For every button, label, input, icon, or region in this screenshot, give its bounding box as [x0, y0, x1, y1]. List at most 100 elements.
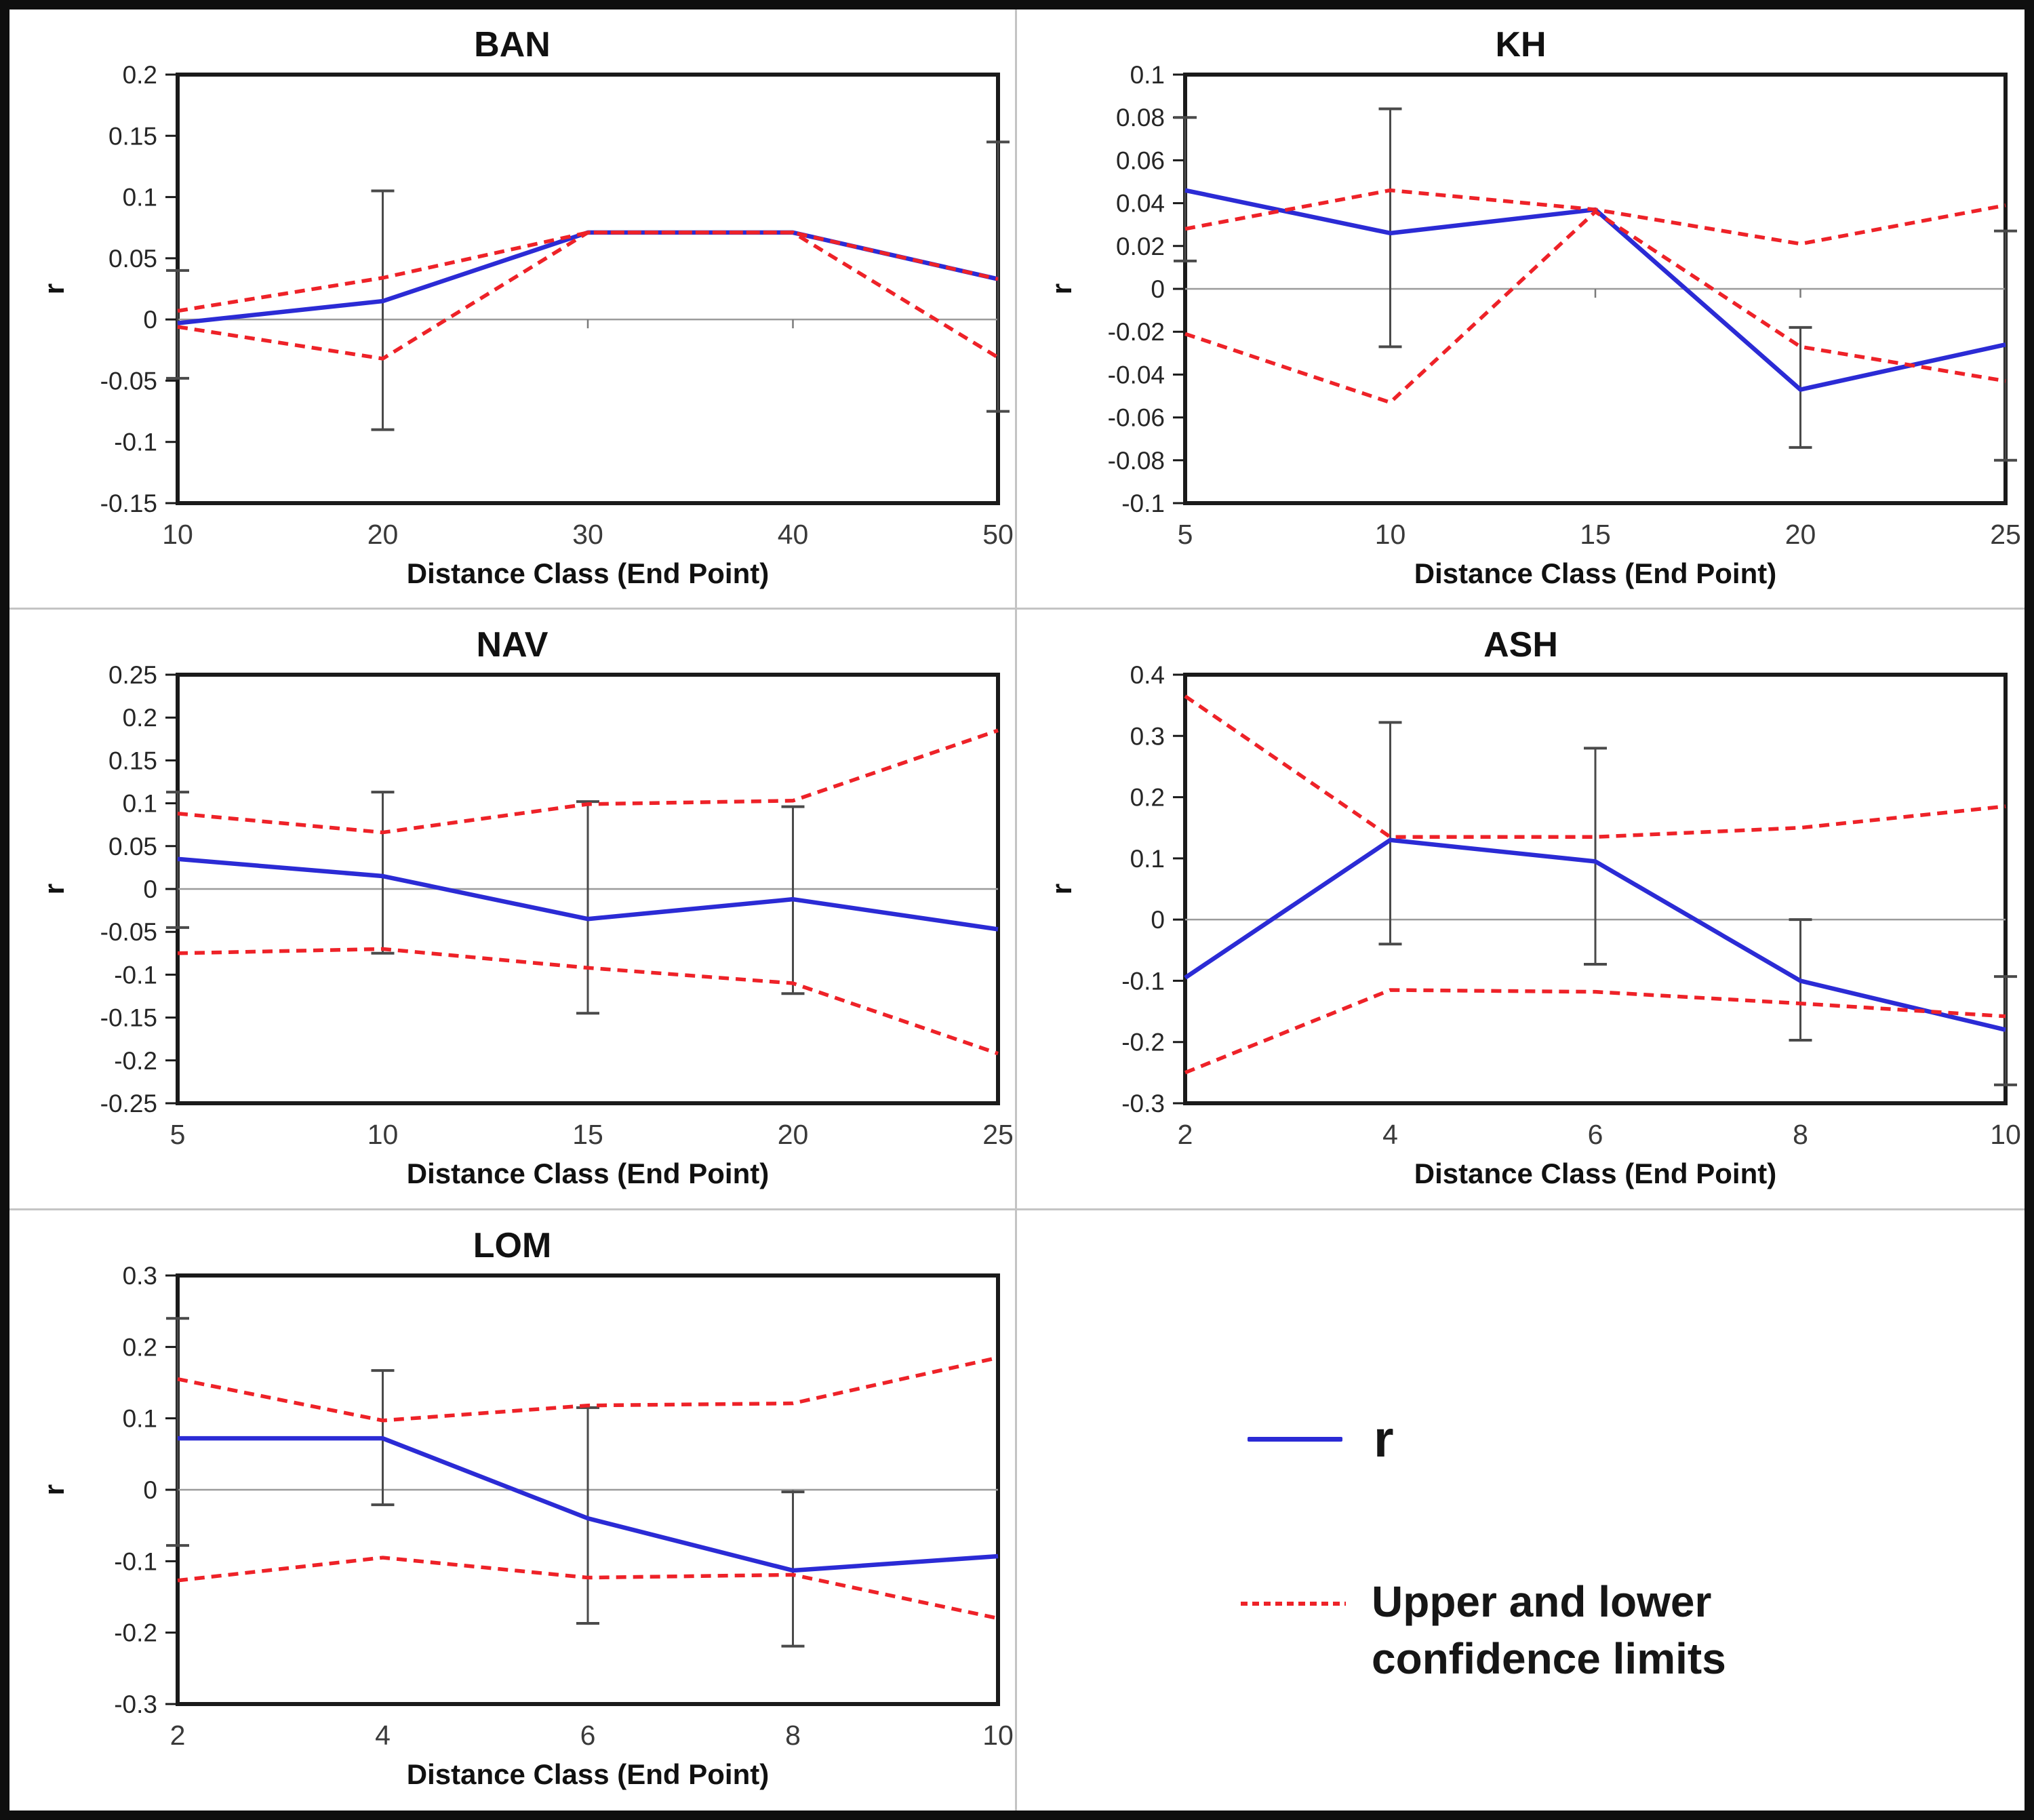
svg-text:0.06: 0.06 — [1116, 146, 1165, 174]
svg-text:6: 6 — [1588, 1119, 1603, 1150]
svg-text:20: 20 — [1785, 519, 1816, 550]
legend-entry-r: r — [1248, 1410, 1394, 1468]
svg-text:0: 0 — [143, 875, 157, 903]
svg-text:r: r — [38, 283, 70, 294]
svg-text:-0.08: -0.08 — [1108, 447, 1165, 475]
svg-text:0.1: 0.1 — [123, 790, 157, 818]
svg-text:4: 4 — [375, 1720, 391, 1751]
svg-text:-0.05: -0.05 — [100, 367, 157, 395]
chart-panel-kh: KH 0.1 0.08 0.06 0.04 0.02 0 -0.02 -0.04 -0.06 -0… — [1017, 9, 2025, 610]
svg-text:2: 2 — [1178, 1119, 1193, 1150]
chart-title-kh: KH — [1495, 25, 1547, 64]
svg-text:30: 30 — [572, 519, 603, 550]
svg-text:0.3: 0.3 — [123, 1262, 157, 1290]
svg-text:0: 0 — [1151, 275, 1165, 303]
svg-text:0.05: 0.05 — [108, 245, 157, 273]
legend-entry-confidence-limits: Upper and lower confidence limits — [1241, 1573, 1726, 1688]
chart-panel-ban: BAN 0.2 0.15 0.1 0.05 0 -0.05 -0.1 -0.15 10 20 30 4… — [9, 9, 1017, 610]
svg-text:-0.3: -0.3 — [114, 1690, 157, 1718]
svg-text:-0.02: -0.02 — [1108, 318, 1165, 346]
svg-text:Distance Class (End Point): Distance Class (End Point) — [407, 557, 769, 589]
svg-text:10: 10 — [982, 1720, 1014, 1751]
svg-text:-0.05: -0.05 — [100, 919, 157, 947]
svg-text:-0.06: -0.06 — [1108, 404, 1165, 432]
svg-text:25: 25 — [982, 1119, 1014, 1150]
chart-panel-lom: LOM 0.3 0.2 0.1 0 -0.1 -0.2 -0.3 2 4 6 8 10 Distance… — [9, 1210, 1017, 1811]
svg-text:10: 10 — [1990, 1119, 2021, 1150]
svg-text:-0.2: -0.2 — [1121, 1029, 1165, 1056]
legend-r-label: r — [1374, 1410, 1394, 1468]
svg-text:10: 10 — [1375, 519, 1406, 550]
svg-text:-0.1: -0.1 — [1121, 968, 1165, 995]
chart-panel-ash: ASH 0.4 0.3 0.2 0.1 0 -0.1 -0.2 -0.3 2 4 6 8 10 Dista… — [1017, 610, 2025, 1210]
svg-text:8: 8 — [1793, 1119, 1808, 1150]
svg-text:r: r — [38, 1484, 70, 1495]
svg-text:0.1: 0.1 — [1130, 845, 1165, 873]
svg-text:-0.15: -0.15 — [100, 1004, 157, 1032]
chart-title-lom: LOM — [473, 1225, 552, 1265]
panel-grid: BAN 0.2 0.15 0.1 0.05 0 -0.05 -0.1 -0.15 10 20 30 4… — [9, 9, 2025, 1811]
svg-text:4: 4 — [1382, 1119, 1398, 1150]
chart-nav: 0.25 0.2 0.15 0.1 0.05 0 -0.05 -0.1 -0.15 -0.2 -0.… — [38, 661, 1014, 1189]
chart-ash: 0.4 0.3 0.2 0.1 0 -0.1 -0.2 -0.3 2 4 6 8 10 Distance … — [1045, 661, 2021, 1189]
svg-text:0.05: 0.05 — [108, 833, 157, 860]
svg-text:-0.2: -0.2 — [114, 1619, 157, 1646]
svg-text:50: 50 — [982, 519, 1014, 550]
svg-text:0.02: 0.02 — [1116, 233, 1165, 260]
svg-text:2: 2 — [170, 1720, 186, 1751]
svg-text:25: 25 — [1990, 519, 2021, 550]
svg-text:0: 0 — [143, 306, 157, 334]
svg-text:0.3: 0.3 — [1130, 723, 1165, 751]
svg-text:0.2: 0.2 — [123, 705, 157, 732]
svg-text:40: 40 — [778, 519, 809, 550]
chart-kh: 0.1 0.08 0.06 0.04 0.02 0 -0.02 -0.04 -0.06 -0.08… — [1045, 61, 2021, 589]
r-line-sample — [1248, 1437, 1342, 1442]
legend-confidence-label: Upper and lower confidence limits — [1372, 1573, 1726, 1688]
svg-text:-0.25: -0.25 — [100, 1090, 157, 1117]
svg-text:Distance Class (End Point): Distance Class (End Point) — [407, 1158, 769, 1189]
chart-panel-nav: NAV 0.25 0.2 0.15 0.1 0.05 0 -0.05 -0.1 -0.15 -0.… — [9, 610, 1017, 1210]
chart-title-ban: BAN — [474, 25, 551, 64]
svg-text:-0.1: -0.1 — [114, 1547, 157, 1575]
svg-text:-0.2: -0.2 — [114, 1047, 157, 1075]
confidence-limit-line-sample — [1241, 1601, 1346, 1606]
svg-text:r: r — [38, 884, 70, 894]
svg-text:Distance Class (End Point): Distance Class (End Point) — [1414, 1158, 1776, 1189]
chart-title-ash: ASH — [1483, 625, 1558, 665]
svg-text:-0.1: -0.1 — [1121, 490, 1165, 517]
svg-text:-0.04: -0.04 — [1108, 361, 1165, 389]
svg-text:20: 20 — [367, 519, 399, 550]
svg-text:-0.1: -0.1 — [114, 429, 157, 456]
svg-text:0.08: 0.08 — [1116, 104, 1165, 132]
svg-text:0: 0 — [1151, 906, 1165, 934]
svg-text:r: r — [1045, 283, 1077, 294]
svg-text:0.2: 0.2 — [1130, 784, 1165, 812]
svg-text:20: 20 — [778, 1119, 809, 1150]
legend-confidence-label-line1: Upper and lower — [1372, 1577, 1712, 1626]
svg-text:6: 6 — [580, 1720, 596, 1751]
svg-text:0.25: 0.25 — [108, 661, 157, 689]
svg-text:5: 5 — [170, 1119, 186, 1150]
legend-confidence-label-line2: confidence limits — [1372, 1634, 1726, 1684]
svg-text:0.1: 0.1 — [123, 184, 157, 212]
svg-text:5: 5 — [1178, 519, 1193, 550]
svg-text:8: 8 — [785, 1720, 801, 1751]
svg-text:-0.1: -0.1 — [114, 962, 157, 989]
svg-text:0.15: 0.15 — [108, 122, 157, 150]
svg-text:-0.3: -0.3 — [1121, 1090, 1165, 1117]
legend: r Upper and lower confidence limits — [1017, 1210, 2025, 1811]
svg-text:0.15: 0.15 — [108, 747, 157, 775]
svg-text:10: 10 — [367, 1119, 399, 1150]
svg-text:-0.15: -0.15 — [100, 490, 157, 517]
svg-text:0.4: 0.4 — [1130, 661, 1165, 689]
svg-text:10: 10 — [162, 519, 193, 550]
svg-text:0.1: 0.1 — [1130, 61, 1165, 89]
chart-title-nav: NAV — [476, 625, 549, 665]
svg-text:0.2: 0.2 — [123, 61, 157, 89]
svg-text:0: 0 — [143, 1476, 157, 1504]
chart-lom: 0.3 0.2 0.1 0 -0.1 -0.2 -0.3 2 4 6 8 10 Distance Cla… — [38, 1262, 1014, 1790]
svg-text:0.1: 0.1 — [123, 1404, 157, 1432]
svg-text:r: r — [1045, 884, 1077, 894]
svg-text:15: 15 — [1580, 519, 1611, 550]
